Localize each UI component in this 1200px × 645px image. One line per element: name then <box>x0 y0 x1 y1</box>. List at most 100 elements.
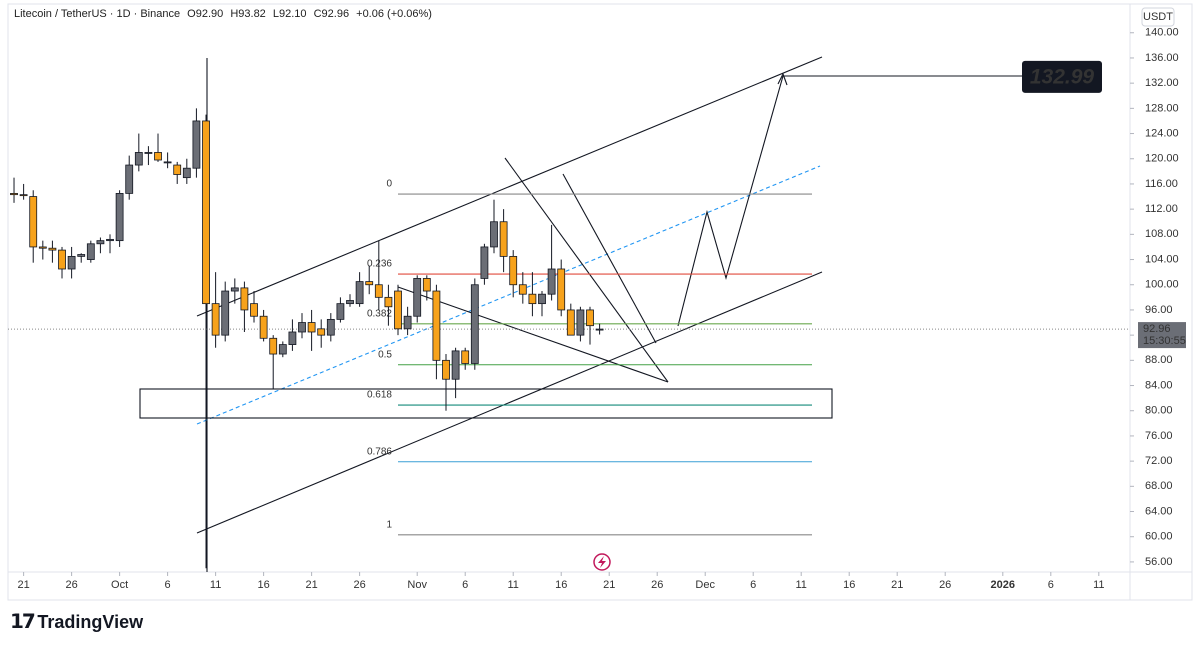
y-tick-label: 136.00 <box>1145 52 1179 64</box>
x-tick-label: 21 <box>891 579 903 591</box>
candle-body <box>355 281 364 305</box>
current-price-label: 92.96 <box>1143 323 1171 335</box>
currency-box[interactable] <box>1141 7 1175 27</box>
candle-body <box>490 221 498 248</box>
candle-body <box>202 120 210 305</box>
target-box <box>1022 60 1102 93</box>
symbol[interactable]: Litecoin / TetherUS · 1D · Binance <box>14 8 181 20</box>
fib-label: 0 <box>386 179 392 190</box>
candle-body <box>38 246 47 249</box>
candle-body <box>19 194 28 197</box>
y-tick-label: 108.00 <box>1145 228 1179 240</box>
candle-body <box>259 315 268 339</box>
x-tick-label: 2026 <box>991 579 1015 591</box>
brand-logo[interactable]: 𝟭𝟳 TradingView <box>10 609 143 634</box>
candle-body <box>547 268 556 295</box>
y-tick-label: 72.00 <box>1145 455 1173 467</box>
brand-icon: 𝟭𝟳 <box>10 611 38 633</box>
fib-label: 0.5 <box>378 349 392 360</box>
x-tick-label: 16 <box>843 579 855 591</box>
candle-body <box>317 328 326 336</box>
candle-body <box>566 309 575 336</box>
y-tick-label: 88.00 <box>1145 354 1173 366</box>
x-tick-label: 16 <box>555 579 567 591</box>
candle-body <box>192 120 201 169</box>
candle-body <box>365 281 374 286</box>
y-tick-label: 120.00 <box>1145 153 1179 165</box>
candle-body <box>10 192 18 196</box>
fib-label: 0.236 <box>367 259 392 270</box>
candle-body <box>134 152 143 166</box>
candle-body <box>576 309 585 336</box>
candle-body <box>96 240 105 245</box>
fib-label: 0.786 <box>367 446 392 457</box>
projection-path <box>677 75 784 327</box>
candle-body <box>240 287 249 311</box>
candle-body <box>557 268 566 311</box>
candle-body <box>432 290 441 361</box>
channel-mid <box>196 165 821 425</box>
candle-body <box>384 296 393 308</box>
y-tick-label: 64.00 <box>1145 505 1173 517</box>
candle-body <box>230 287 239 292</box>
y-tick-label: 56.00 <box>1145 556 1173 568</box>
x-tick-label: Nov <box>407 579 427 591</box>
x-tick-label: 6 <box>750 579 756 591</box>
candle-body <box>163 161 172 164</box>
y-tick-label: 96.00 <box>1145 304 1173 316</box>
candle-body <box>278 344 287 355</box>
x-tick-label: 26 <box>65 579 77 591</box>
ohlc-close: C92.96 <box>313 8 350 20</box>
x-tick-label: 26 <box>353 579 365 591</box>
x-tick-label: 6 <box>1048 579 1054 591</box>
x-tick-label: Dec <box>695 579 715 591</box>
x-tick-label: Oct <box>111 579 128 591</box>
wedge-lower <box>397 286 669 383</box>
y-tick-label: 100.00 <box>1145 279 1179 291</box>
candle-body <box>269 337 278 355</box>
currency-label: USDT <box>1143 11 1173 23</box>
candle-body <box>374 284 383 298</box>
candle-body <box>499 221 508 257</box>
projection-arrow <box>777 72 788 86</box>
ohlc-high: H93.82 <box>230 8 266 20</box>
candle-body <box>528 293 537 305</box>
y-tick-label: 116.00 <box>1145 178 1178 190</box>
ohlc-low: L92.10 <box>272 8 307 20</box>
candle-body <box>336 303 345 320</box>
candle-body <box>586 309 594 327</box>
y-tick-label: 76.00 <box>1145 430 1173 442</box>
x-tick-label: 11 <box>210 579 221 591</box>
trend-line <box>562 173 657 344</box>
x-tick-label: 21 <box>603 579 615 591</box>
candle-body <box>250 303 258 317</box>
candle-body <box>221 290 230 336</box>
candle-body <box>77 254 86 257</box>
candle-body <box>125 164 134 194</box>
ohlc-open: O92.90 <box>187 8 224 20</box>
x-tick-label: 11 <box>795 579 806 591</box>
x-tick-label: 11 <box>507 579 518 591</box>
support-box <box>139 388 833 419</box>
current-price-box <box>1138 322 1186 349</box>
x-tick-label: 16 <box>257 579 269 591</box>
candle-body <box>307 322 316 333</box>
fib-label: 0.382 <box>367 308 392 319</box>
x-tick-label: 21 <box>17 579 29 591</box>
candle-body <box>298 322 306 333</box>
y-tick-label: 132.00 <box>1145 77 1179 89</box>
candle-body <box>173 164 182 175</box>
candle-body <box>509 255 518 286</box>
candle-body <box>346 300 354 305</box>
candle-body <box>48 247 57 251</box>
candle-body <box>518 284 527 295</box>
candle-body <box>394 290 402 330</box>
target-label: 132.99 <box>1030 65 1095 88</box>
x-tick-label: 26 <box>939 579 951 591</box>
y-tick-label: 128.00 <box>1145 102 1179 114</box>
candle-body <box>29 196 38 248</box>
countdown-label: 15:30:55 <box>1143 335 1186 347</box>
y-tick-label: 60.00 <box>1145 531 1173 543</box>
candle-body <box>86 243 95 260</box>
